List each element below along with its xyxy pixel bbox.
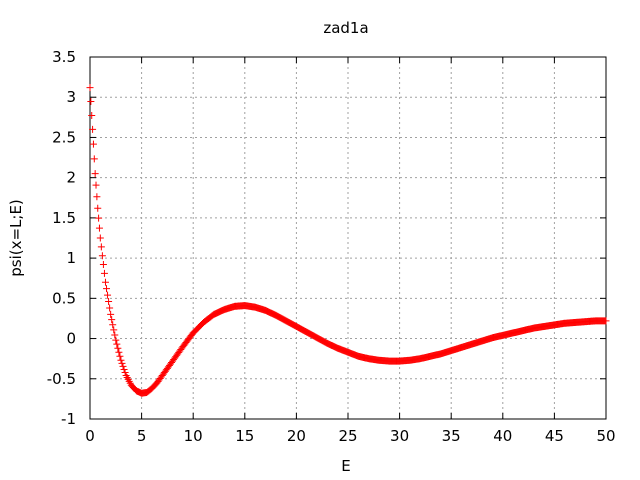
data-point xyxy=(202,321,205,324)
data-point xyxy=(460,346,463,349)
data-point xyxy=(399,360,401,362)
data-series xyxy=(86,84,610,397)
data-point xyxy=(244,304,246,307)
series-markers xyxy=(86,84,610,397)
data-point xyxy=(89,86,91,89)
data-point xyxy=(264,309,267,311)
y-tick-labels: -1 -0.5 0 0.5 1 1.5 2 2.5 3 3.5 xyxy=(47,48,76,428)
data-point xyxy=(91,128,94,130)
data-point xyxy=(440,353,442,355)
data-point xyxy=(223,308,225,311)
data-point xyxy=(543,325,545,328)
y-tick-label: -1 xyxy=(61,410,76,428)
data-point xyxy=(533,327,535,329)
data-point xyxy=(192,332,194,334)
data-point xyxy=(115,339,117,341)
data-point xyxy=(166,367,168,369)
data-point xyxy=(254,306,256,308)
data-point xyxy=(502,334,504,336)
data-point xyxy=(564,322,566,324)
data-point xyxy=(97,207,99,209)
data-point xyxy=(357,355,359,357)
data-point xyxy=(94,173,96,175)
y-tick-label: -0.5 xyxy=(47,370,76,388)
data-point xyxy=(450,350,452,352)
data-point xyxy=(182,346,184,348)
data-point xyxy=(491,337,494,339)
x-tick-label: 15 xyxy=(235,427,254,445)
data-point xyxy=(104,281,107,283)
x-tick-label: 30 xyxy=(390,427,409,445)
data-point xyxy=(584,321,586,323)
y-tick-label: 2.5 xyxy=(52,128,76,146)
data-point xyxy=(99,237,101,239)
y-tick-label: 1.5 xyxy=(52,209,76,227)
data-point xyxy=(156,382,158,384)
chart-title: zad1a xyxy=(323,19,368,37)
data-point xyxy=(125,374,127,377)
data-point xyxy=(110,313,112,316)
data-point xyxy=(233,305,236,307)
y-axis-title: psi(x=L;E) xyxy=(7,199,25,277)
data-point xyxy=(275,314,277,316)
data-point xyxy=(388,360,390,362)
data-point xyxy=(378,359,380,361)
data-point xyxy=(306,331,308,333)
data-point xyxy=(285,320,287,322)
data-point xyxy=(213,313,215,316)
x-tick-label: 25 xyxy=(338,427,357,445)
data-point xyxy=(368,358,370,360)
data-point xyxy=(605,320,607,322)
data-point xyxy=(146,391,148,394)
y-tick-label: 2 xyxy=(66,169,76,187)
data-point xyxy=(171,360,174,362)
data-point xyxy=(151,387,153,390)
y-tick-label: 0.5 xyxy=(52,289,76,307)
data-point xyxy=(574,321,576,324)
x-tick-label: 10 xyxy=(184,427,203,445)
data-point xyxy=(419,358,421,360)
x-tick-label: 0 xyxy=(85,427,95,445)
grid-lines xyxy=(90,57,606,419)
data-point xyxy=(481,340,483,342)
data-point xyxy=(316,337,318,339)
x-tick-label: 20 xyxy=(287,427,306,445)
data-point xyxy=(409,359,411,361)
x-tick-label: 50 xyxy=(596,427,615,445)
data-point xyxy=(347,351,349,353)
x-tick-label: 40 xyxy=(493,427,512,445)
data-point xyxy=(337,347,339,349)
data-point xyxy=(429,355,432,357)
axis-ticks xyxy=(89,56,607,420)
data-point xyxy=(130,384,132,386)
data-point xyxy=(295,325,297,328)
data-point xyxy=(595,320,597,322)
x-tick-labels: 0 5 10 15 20 25 30 35 40 45 50 xyxy=(85,427,615,445)
y-tick-label: 3 xyxy=(66,88,76,106)
y-tick-label: 3.5 xyxy=(52,48,76,66)
data-point xyxy=(553,324,556,326)
data-point xyxy=(326,342,328,344)
y-tick-label: 0 xyxy=(66,330,76,348)
x-axis-title: E xyxy=(341,457,350,475)
data-point xyxy=(471,343,473,345)
data-point xyxy=(120,359,122,361)
data-point xyxy=(512,332,514,334)
x-tick-label: 5 xyxy=(137,427,147,445)
data-point xyxy=(141,392,143,394)
data-point xyxy=(522,329,525,332)
data-point xyxy=(161,374,163,377)
x-tick-label: 45 xyxy=(545,427,564,445)
y-tick-label: 1 xyxy=(66,249,76,267)
data-point xyxy=(135,390,138,392)
x-tick-label: 35 xyxy=(442,427,461,445)
